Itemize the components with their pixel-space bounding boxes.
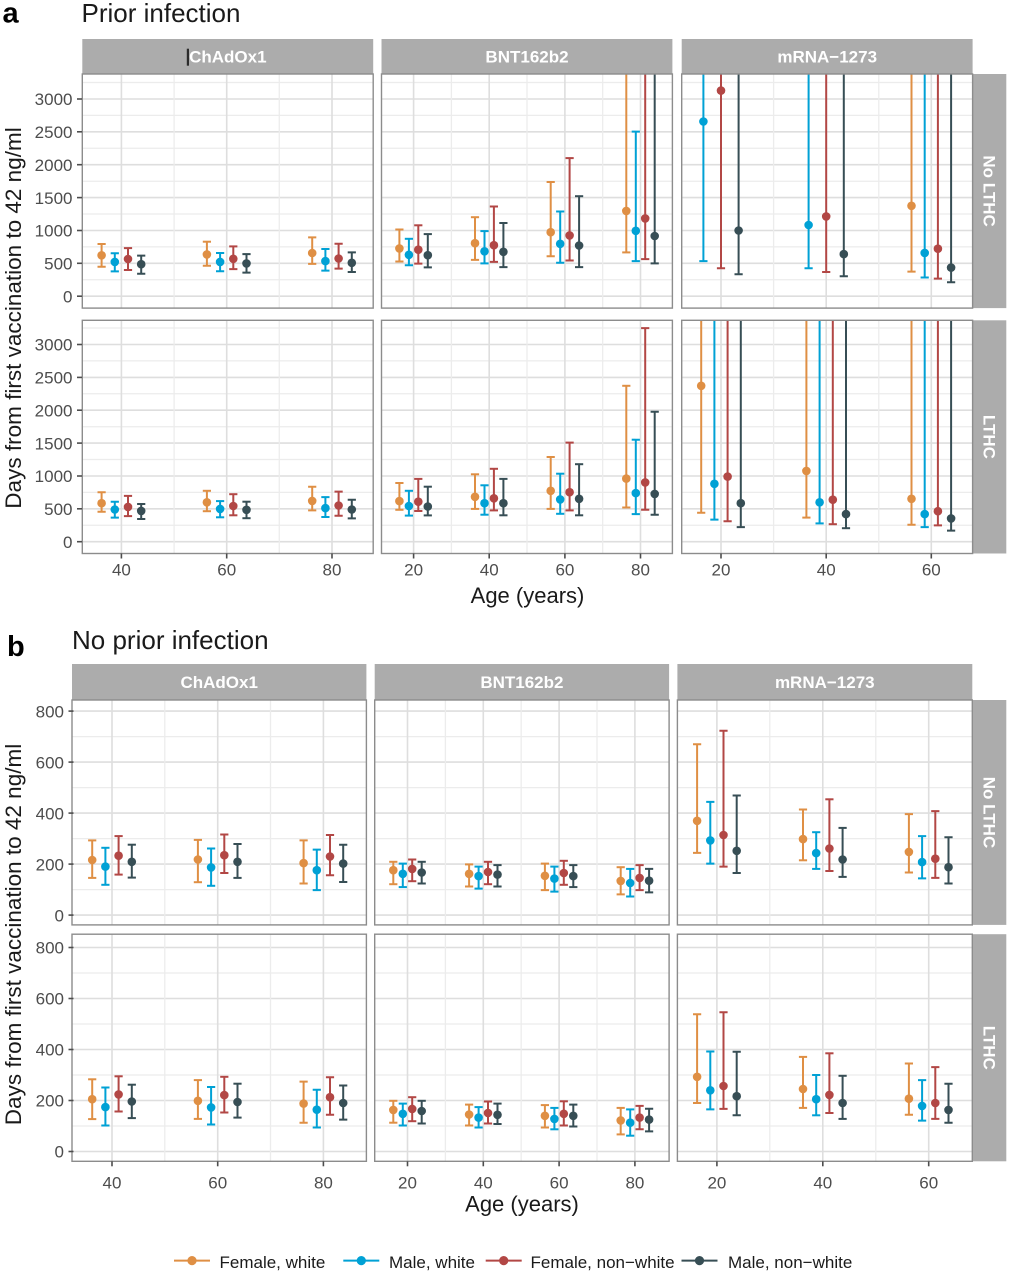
- svg-text:No LTHC: No LTHC: [979, 155, 998, 226]
- svg-text:1500: 1500: [35, 434, 73, 453]
- svg-text:BNT162b2: BNT162b2: [480, 673, 563, 692]
- svg-text:400: 400: [36, 1041, 64, 1060]
- svg-text:1000: 1000: [35, 467, 73, 486]
- svg-text:2000: 2000: [35, 156, 73, 175]
- svg-text:LTHC: LTHC: [979, 415, 998, 459]
- svg-text:60: 60: [208, 1174, 227, 1193]
- svg-text:60: 60: [919, 1174, 938, 1193]
- svg-text:800: 800: [36, 939, 64, 958]
- svg-text:40: 40: [817, 561, 836, 580]
- svg-text:Days from first vaccination to: Days from first vaccination to 42 ng/ml: [1, 127, 26, 508]
- svg-text:1500: 1500: [35, 189, 73, 208]
- svg-text:60: 60: [555, 561, 574, 580]
- svg-text:BNT162b2: BNT162b2: [485, 48, 568, 67]
- svg-text:2500: 2500: [35, 123, 73, 142]
- svg-text:ChAdOx1: ChAdOx1: [180, 673, 257, 692]
- svg-text:Age (years): Age (years): [465, 1192, 579, 1217]
- svg-text:b: b: [7, 631, 25, 663]
- svg-text:600: 600: [36, 753, 64, 772]
- svg-text:0: 0: [55, 906, 64, 925]
- svg-text:40: 40: [103, 1174, 122, 1193]
- svg-text:Female, white: Female, white: [220, 1253, 326, 1272]
- svg-text:3000: 3000: [35, 90, 73, 109]
- svg-text:Age (years): Age (years): [471, 583, 585, 608]
- svg-text:800: 800: [36, 702, 64, 721]
- svg-text:80: 80: [314, 1174, 333, 1193]
- svg-text:40: 40: [112, 561, 131, 580]
- svg-text:60: 60: [550, 1174, 569, 1193]
- svg-text:Male, white: Male, white: [389, 1253, 475, 1272]
- svg-text:2500: 2500: [35, 369, 73, 388]
- svg-text:600: 600: [36, 990, 64, 1009]
- svg-text:40: 40: [474, 1174, 493, 1193]
- svg-text:20: 20: [398, 1174, 417, 1193]
- svg-text:80: 80: [323, 561, 342, 580]
- svg-text:500: 500: [44, 500, 72, 519]
- svg-text:60: 60: [922, 561, 941, 580]
- svg-text:0: 0: [63, 287, 72, 306]
- svg-text:20: 20: [707, 1174, 726, 1193]
- svg-text:1000: 1000: [35, 222, 73, 241]
- svg-text:Female, non−white: Female, non−white: [531, 1253, 675, 1272]
- svg-text:80: 80: [631, 561, 650, 580]
- svg-text:400: 400: [36, 804, 64, 823]
- svg-text:3000: 3000: [35, 336, 73, 355]
- svg-text:200: 200: [36, 855, 64, 874]
- svg-text:80: 80: [625, 1174, 644, 1193]
- svg-text:2000: 2000: [35, 401, 73, 420]
- svg-text:Days from first vaccination to: Days from first vaccination to 42 ng/ml: [1, 744, 26, 1125]
- svg-text:No prior infection: No prior infection: [72, 625, 269, 655]
- svg-text:No LTHC: No LTHC: [979, 777, 998, 848]
- svg-text:ChAdOx1: ChAdOx1: [189, 48, 266, 67]
- svg-text:Male, non−white: Male, non−white: [728, 1253, 852, 1272]
- svg-text:Prior infection: Prior infection: [82, 0, 241, 28]
- svg-text:40: 40: [480, 561, 499, 580]
- svg-text:mRNA−1273: mRNA−1273: [777, 48, 877, 67]
- svg-text:40: 40: [813, 1174, 832, 1193]
- svg-text:LTHC: LTHC: [979, 1026, 998, 1070]
- svg-text:0: 0: [55, 1143, 64, 1162]
- svg-text:500: 500: [44, 255, 72, 274]
- svg-text:200: 200: [36, 1092, 64, 1111]
- svg-text:60: 60: [217, 561, 236, 580]
- svg-text:a: a: [3, 0, 20, 30]
- svg-text:20: 20: [712, 561, 731, 580]
- svg-text:0: 0: [63, 533, 72, 552]
- svg-text:20: 20: [404, 561, 423, 580]
- svg-text:mRNA−1273: mRNA−1273: [775, 673, 875, 692]
